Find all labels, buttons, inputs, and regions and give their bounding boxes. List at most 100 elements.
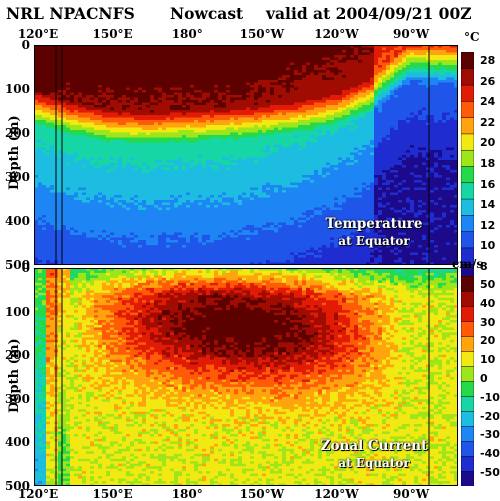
temperature-cell <box>150 47 155 51</box>
temperature-cell <box>254 77 259 81</box>
temperature-cell <box>230 217 235 221</box>
temperature-cell <box>206 70 211 74</box>
temperature-cell <box>134 152 139 156</box>
temperature-cell <box>198 200 203 204</box>
temperature-cell <box>170 235 175 239</box>
temperature-cell <box>198 185 203 189</box>
temperature-cell <box>142 185 147 189</box>
temperature-cell <box>34 75 39 79</box>
temperature-cell <box>46 227 51 231</box>
temperature-cell <box>118 92 123 96</box>
temperature-cell <box>162 175 167 179</box>
temperature-cell <box>154 255 159 259</box>
temperature-cell <box>126 55 131 59</box>
temperature-cell <box>122 105 127 109</box>
temperature-cell <box>226 225 231 229</box>
temperature-cell <box>78 52 83 56</box>
temperature-cell <box>74 245 79 249</box>
temperature-cell <box>130 120 135 124</box>
temperature-cell <box>190 177 195 181</box>
temperature-cell <box>90 85 95 89</box>
temperature-cell <box>90 170 95 174</box>
temperature-cell <box>246 62 251 66</box>
temperature-cell <box>178 185 183 189</box>
temperature-cell <box>62 220 67 224</box>
temperature-cell <box>194 177 199 181</box>
temperature-cell <box>118 110 123 114</box>
temperature-cell <box>138 165 143 169</box>
temperature-cell <box>66 160 71 164</box>
temperature-cell <box>118 55 123 59</box>
temperature-cell <box>118 157 123 161</box>
temperature-cell <box>210 150 215 154</box>
temperature-cell <box>206 132 211 136</box>
temperature-cell <box>206 222 211 226</box>
temperature-cell <box>78 137 83 141</box>
temperature-cell <box>114 197 119 201</box>
temperature-cell <box>42 45 47 49</box>
temperature-cell <box>162 95 167 99</box>
temperature-cell <box>186 242 191 246</box>
temperature-cell <box>194 240 199 244</box>
temperature-cell <box>138 232 143 236</box>
temperature-cell <box>70 87 75 91</box>
temperature-cell <box>242 200 247 204</box>
temperature-cell <box>102 120 107 124</box>
temperature-cell <box>214 140 219 144</box>
temperature-cell <box>226 237 231 241</box>
temperature-cell <box>38 215 43 219</box>
temperature-cell <box>42 202 47 206</box>
temperature-cell <box>122 242 127 246</box>
temperature-cell <box>102 107 107 111</box>
temperature-cell <box>94 175 99 179</box>
temperature-cell <box>134 72 139 76</box>
temperature-cell <box>202 135 207 139</box>
temperature-cell <box>178 110 183 114</box>
temperature-cell <box>46 45 51 49</box>
temperature-cell <box>38 237 43 241</box>
temperature-cell <box>186 230 191 234</box>
temperature-cell <box>238 262 243 265</box>
temperature-cell <box>150 57 155 61</box>
temperature-cell <box>122 45 127 49</box>
temperature-cell <box>194 55 199 59</box>
temperature-cell <box>62 255 67 259</box>
temperature-cell <box>194 87 199 91</box>
temperature-cell <box>238 197 243 201</box>
temperature-cell <box>182 247 187 251</box>
temperature-cell <box>42 217 47 221</box>
temperature-cell <box>138 262 143 265</box>
temperature-cell <box>206 55 211 59</box>
temperature-cell <box>202 112 207 116</box>
temperature-cell <box>90 237 95 241</box>
temperature-cell <box>86 97 91 101</box>
temperature-cell <box>254 197 259 201</box>
temperature-cell <box>82 72 87 76</box>
temperature-cell <box>230 260 235 264</box>
temperature-cell <box>82 150 87 154</box>
temperature-cell <box>206 152 211 156</box>
temperature-cell <box>170 257 175 261</box>
temperature-cell <box>246 222 251 226</box>
temperature-cell <box>98 65 103 69</box>
temperature-cell <box>166 200 171 204</box>
temperature-cell <box>102 247 107 251</box>
temperature-cell <box>166 60 171 64</box>
temperature-cell <box>78 182 83 186</box>
temperature-cell <box>66 200 71 204</box>
temperature-cell <box>130 150 135 154</box>
temperature-cell <box>198 182 203 186</box>
temperature-cell <box>162 82 167 86</box>
temperature-cell <box>198 212 203 216</box>
temperature-cell <box>222 217 227 221</box>
temperature-cell <box>198 147 203 151</box>
temperature-cell <box>130 172 135 176</box>
temperature-cell <box>242 220 247 224</box>
temperature-cell <box>122 190 127 194</box>
temperature-cell <box>82 117 87 121</box>
temperature-cell <box>114 135 119 139</box>
temperature-cell <box>194 130 199 134</box>
temperature-cell <box>98 57 103 61</box>
temperature-cell <box>150 65 155 69</box>
temperature-cell <box>74 172 79 176</box>
